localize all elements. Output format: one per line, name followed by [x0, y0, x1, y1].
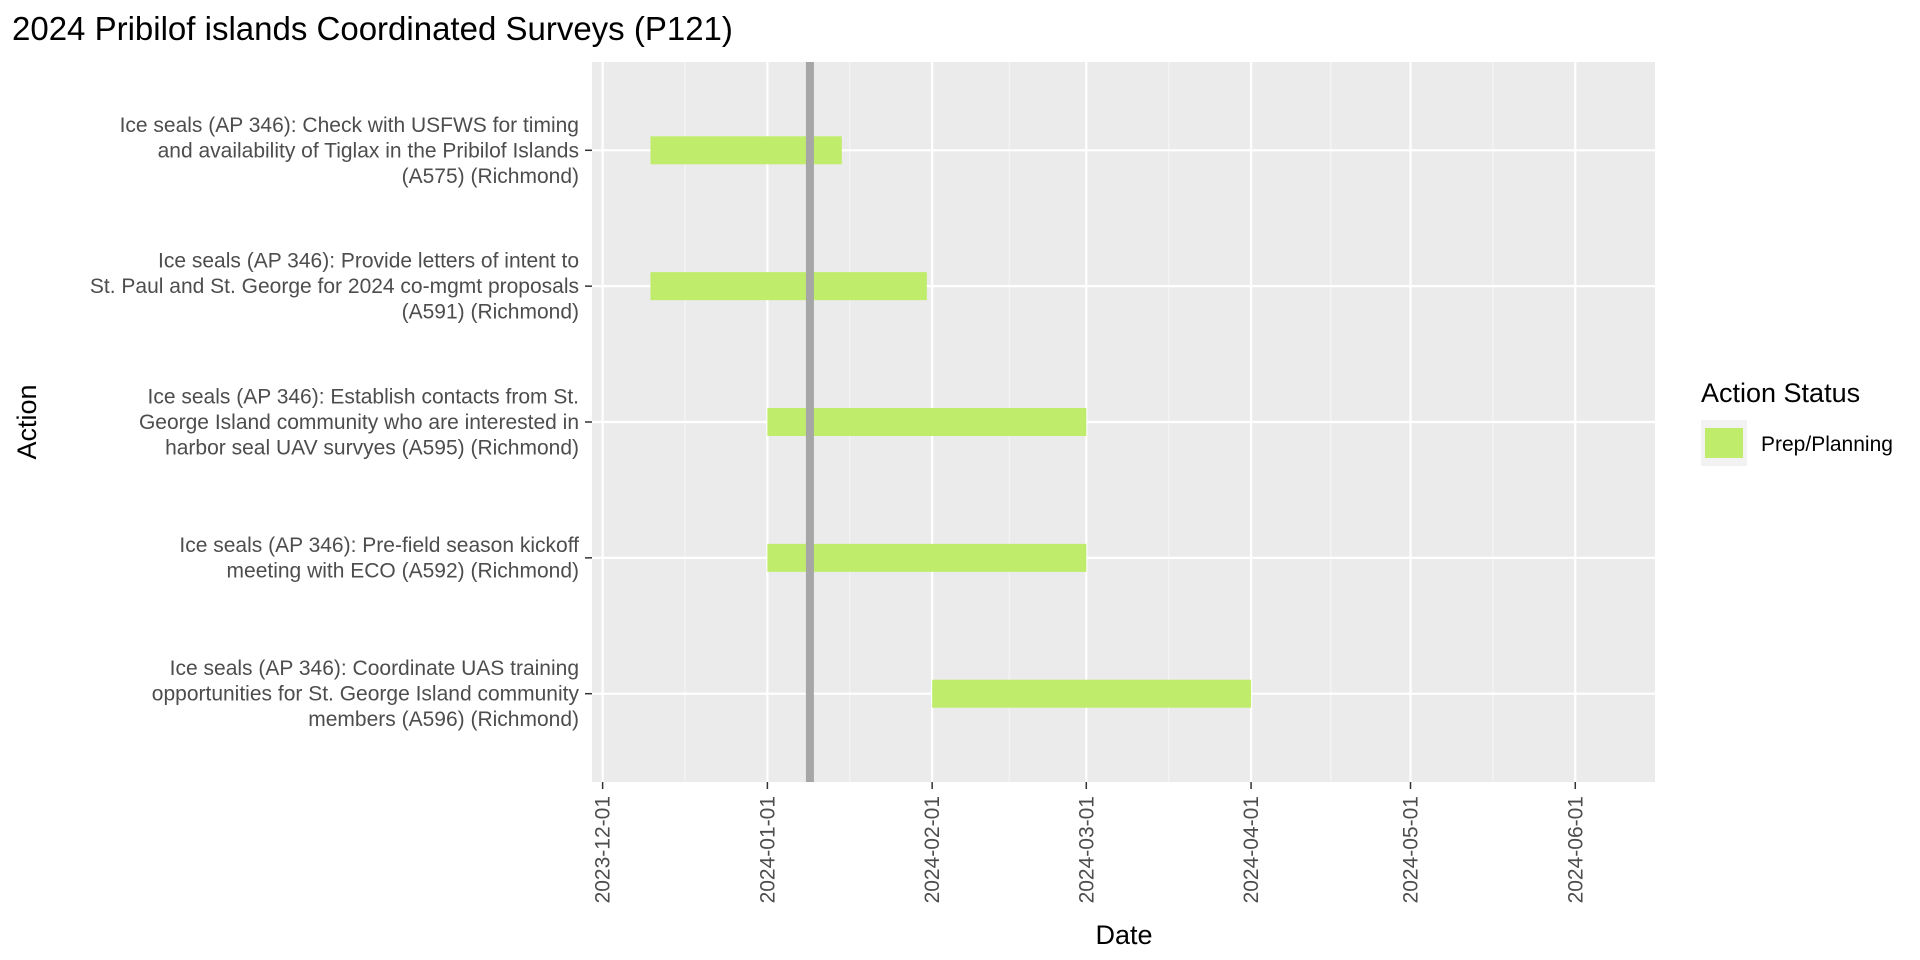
y-tick-label-line: meeting with ECO (A592) (Richmond)	[227, 560, 579, 583]
y-tick-label: Ice seals (AP 346): Establish contacts f…	[139, 386, 579, 460]
x-tick-label: 2024-02-01	[921, 796, 944, 903]
legend-title: Action Status	[1701, 378, 1860, 408]
y-tick-label-line: (A575) (Richmond)	[402, 165, 579, 188]
x-tick-label: 2024-01-01	[756, 796, 779, 903]
x-axis: 2023-12-01 2024-01-01 2024-02-01 2024-03-01…	[592, 782, 1587, 903]
y-tick-label: Ice seals (AP 346): Pre-field season kic…	[179, 534, 579, 583]
x-tick-label: 2024-06-01	[1564, 796, 1587, 903]
y-tick-label: Ice seals (AP 346): Check with USFWS for…	[120, 114, 579, 188]
x-tick-label: 2024-05-01	[1400, 796, 1423, 903]
y-tick-label-line: Ice seals (AP 346): Provide letters of i…	[158, 250, 579, 273]
y-tick-label-line: Ice seals (AP 346): Pre-field season kic…	[179, 534, 579, 557]
task-bar	[650, 272, 927, 301]
chart-title: 2024 Pribilof islands Coordinated Survey…	[12, 10, 733, 47]
x-tick-label: 2023-12-01	[592, 796, 615, 903]
y-tick-label-line: opportunities for St. George Island comm…	[152, 683, 580, 706]
y-tick-label-line: members (A596) (Richmond)	[308, 708, 579, 731]
y-tick-label-line: Ice seals (AP 346): Coordinate UAS train…	[170, 657, 579, 680]
x-tick-label: 2024-03-01	[1075, 796, 1098, 903]
y-tick-label: Ice seals (AP 346): Provide letters of i…	[90, 250, 579, 324]
task-bars	[650, 136, 1252, 708]
x-tick-label: 2024-04-01	[1240, 796, 1263, 903]
y-tick-label-line: (A591) (Richmond)	[402, 301, 579, 324]
y-tick-label-line: Ice seals (AP 346): Establish contacts f…	[148, 386, 579, 409]
legend-label-prep-planning: Prep/Planning	[1761, 433, 1893, 456]
y-axis: Ice seals (AP 346): Check with USFWS for…	[90, 114, 592, 731]
legend: Action Status Prep/Planning	[1701, 378, 1893, 466]
y-tick-label-line: and availability of Tiglax in the Pribil…	[158, 139, 579, 162]
task-bar	[767, 408, 1087, 436]
y-tick-label-line: Ice seals (AP 346): Check with USFWS for…	[120, 114, 579, 137]
legend-swatch-prep-planning	[1705, 428, 1743, 458]
y-tick-label-line: harbor seal UAV survyes (A595) (Richmond…	[165, 437, 579, 460]
y-tick-label: Ice seals (AP 346): Coordinate UAS train…	[152, 657, 580, 731]
task-bar	[767, 543, 1087, 572]
x-axis-title: Date	[1095, 920, 1152, 950]
y-axis-title: Action	[12, 384, 42, 459]
y-tick-label-line: George Island community who are interest…	[139, 411, 579, 434]
task-bar	[932, 679, 1252, 708]
y-tick-label-line: St. Paul and St. George for 2024 co-mgmt…	[90, 275, 579, 298]
